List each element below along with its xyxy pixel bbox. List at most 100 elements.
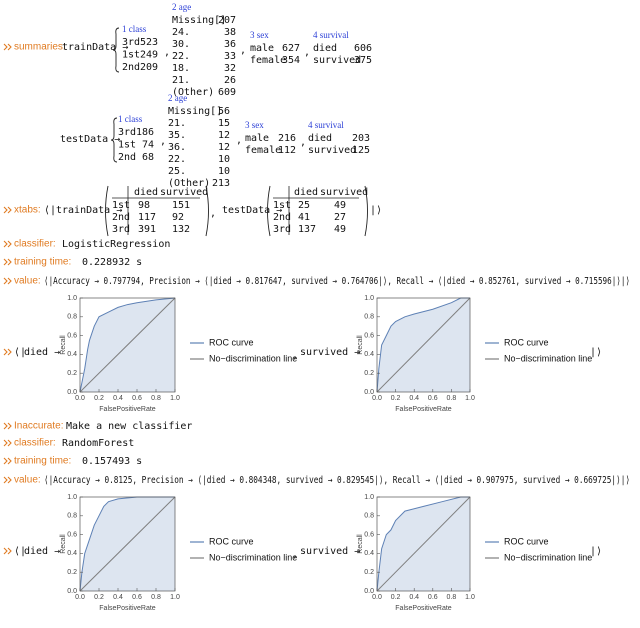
cell: 117 xyxy=(138,212,156,223)
column-header: 2 age xyxy=(168,93,187,103)
y-tick-label: 0.8 xyxy=(67,314,77,321)
row-key: died xyxy=(313,43,337,54)
legend-label: No−discrimination line xyxy=(504,353,592,363)
y-tick-label: 0.2 xyxy=(364,370,374,377)
y-axis-label: Recall xyxy=(60,534,67,554)
row-count: 186 xyxy=(136,127,154,138)
y-tick-label: 0.2 xyxy=(67,370,77,377)
x-tick-label: 0.4 xyxy=(409,395,419,402)
series-line xyxy=(376,496,471,592)
row-key: died xyxy=(308,133,332,144)
x-tick-label: 0.2 xyxy=(391,594,401,601)
x-tick-label: 0.0 xyxy=(75,594,85,601)
row-key: survived xyxy=(313,55,361,66)
y-axis-label: Recall xyxy=(60,335,67,355)
dataset-name: testData → xyxy=(222,205,282,216)
y-tick-label: 1.0 xyxy=(67,494,77,501)
bracket: ⟨| xyxy=(44,205,56,216)
row-count: 216 xyxy=(278,133,296,144)
legend-label: No−discrimination line xyxy=(504,552,592,562)
row-key: 1st xyxy=(118,140,136,151)
column-header: died xyxy=(294,187,318,198)
x-tick-label: 1.0 xyxy=(465,395,475,402)
plot-frame xyxy=(79,297,176,393)
x-axis-label: FalsePositiveRate xyxy=(395,605,452,612)
series-line xyxy=(376,496,470,592)
y-tick-label: 0.4 xyxy=(364,550,374,557)
row-count: 38 xyxy=(224,27,236,38)
prompt-marker xyxy=(3,439,12,447)
cell: 92 xyxy=(172,212,184,223)
x-axis-label: FalsePositiveRate xyxy=(99,605,156,612)
series-line xyxy=(79,496,176,592)
row-count: 36 xyxy=(224,39,236,50)
x-tick-label: 0.8 xyxy=(151,594,161,601)
bracket: |⟩ xyxy=(370,205,382,216)
brace xyxy=(112,27,120,73)
prompt-marker xyxy=(3,457,12,465)
row-key: female xyxy=(250,55,286,66)
row-count: 33 xyxy=(224,51,236,62)
dataset-name: trainData → xyxy=(56,205,122,216)
label: classifier: xyxy=(14,239,56,250)
row-key: male xyxy=(250,43,274,54)
classifier-name: RandomForest xyxy=(62,438,134,449)
separator: , xyxy=(300,137,306,148)
separator: , xyxy=(304,47,310,58)
x-tick-label: 0.8 xyxy=(151,395,161,402)
x-tick-label: 0.6 xyxy=(428,395,438,402)
row-count: 354 xyxy=(282,55,300,66)
row-key: 2nd xyxy=(118,152,136,163)
label: xtabs: xyxy=(14,205,41,216)
dataset-name: trainData → xyxy=(62,42,128,53)
x-tick-label: 0.2 xyxy=(391,395,401,402)
training-time: 0.157493 s xyxy=(82,456,142,467)
dataset-name: testData → xyxy=(60,134,120,145)
column-header: 1 class xyxy=(118,114,143,124)
column-header: 4 survival xyxy=(313,30,349,40)
row-count: 112 xyxy=(278,145,296,156)
legend-label: ROC curve xyxy=(504,536,549,546)
prompt-marker xyxy=(3,476,12,484)
row-key: female xyxy=(245,145,281,156)
row-count: 207 xyxy=(218,15,236,26)
row-count: 606 xyxy=(354,43,372,54)
row-key: 3rd xyxy=(122,37,140,48)
row-count: 74 xyxy=(142,140,154,151)
y-tick-label: 1.0 xyxy=(67,295,77,302)
row-count: 12 xyxy=(218,130,230,141)
prompt-marker xyxy=(3,547,12,555)
chart-key: survived → xyxy=(300,546,360,557)
column-header: 3 sex xyxy=(250,30,269,40)
row-key: 22. xyxy=(168,154,186,165)
row-key: (Other) xyxy=(172,87,214,98)
row-key: 2nd xyxy=(122,62,140,73)
separator: , xyxy=(236,135,242,146)
separator: , xyxy=(292,350,298,361)
row-key: 2nd xyxy=(112,212,130,223)
x-tick-label: 0.2 xyxy=(94,594,104,601)
y-tick-label: 0.2 xyxy=(364,569,374,576)
column-header: 3 sex xyxy=(245,120,264,130)
row-key: (Other) xyxy=(168,178,210,189)
row-key: 25. xyxy=(168,166,186,177)
row-key: male xyxy=(245,133,269,144)
prompt-marker xyxy=(3,422,12,430)
row-key: 18. xyxy=(172,63,190,74)
bracket: |⟩ xyxy=(590,546,602,557)
y-tick-label: 0.8 xyxy=(364,314,374,321)
prompt-marker xyxy=(3,43,12,51)
y-tick-label: 0.4 xyxy=(67,351,77,358)
metrics: ⟨|Accuracy → 0.8125, Precision → ⟨|died … xyxy=(44,475,630,486)
series-line xyxy=(376,297,470,393)
row-count: 56 xyxy=(218,106,230,117)
cell: 137 xyxy=(298,224,316,235)
x-tick-label: 0.6 xyxy=(428,594,438,601)
cell: 27 xyxy=(334,212,346,223)
row-count: 523 xyxy=(140,37,158,48)
x-tick-label: 0.0 xyxy=(372,594,382,601)
x-tick-label: 0.4 xyxy=(113,594,123,601)
paren xyxy=(205,185,209,237)
message: Make a new classifier xyxy=(66,421,192,432)
